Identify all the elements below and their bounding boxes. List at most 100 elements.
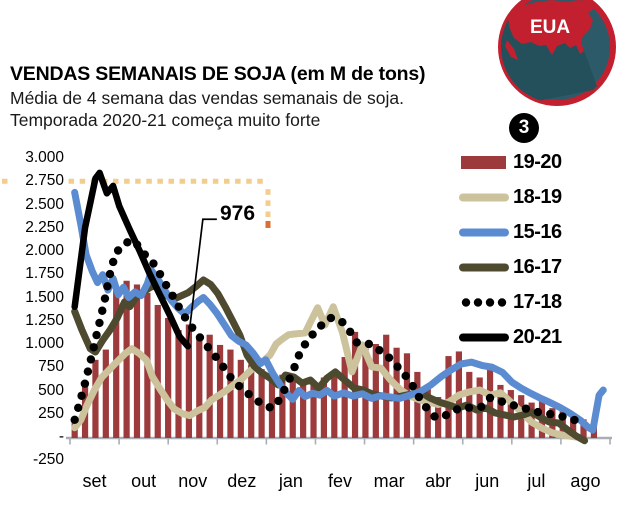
bar-19-20 (196, 338, 203, 438)
bar-19-20 (435, 397, 442, 438)
dot-17-18 (375, 345, 384, 355)
y-axis-label: 2.500 (12, 195, 64, 214)
bar-19-20 (216, 344, 224, 438)
y-axis-label: 2.000 (12, 242, 64, 260)
bar-19-20 (289, 377, 296, 438)
bar-19-20 (486, 370, 494, 438)
x-axis-label-jul: jul (527, 471, 546, 491)
annotation-976: 976 (220, 202, 256, 225)
bar-19-20 (424, 384, 431, 438)
legend-label-19-20: 19-20 (513, 151, 562, 173)
dot-17-18 (140, 250, 150, 259)
dot-17-18 (308, 330, 317, 339)
dot-17-18 (477, 402, 486, 412)
dot-17-18 (558, 412, 567, 421)
dot-17-18 (316, 321, 326, 330)
dot-17-18 (105, 269, 115, 279)
bar-19-20 (81, 384, 89, 438)
legend-label-18-19: 18-19 (513, 186, 562, 208)
dot-17-18 (188, 323, 197, 332)
bar-19-20 (580, 419, 587, 438)
dot-17-18 (254, 397, 263, 406)
x-axis-label-set: set (82, 471, 107, 491)
x-axis-label-ago: ago (570, 471, 601, 491)
annotation-callout-line (187, 218, 217, 344)
dot-17-18 (161, 280, 171, 290)
bar-19-20 (570, 414, 577, 438)
y-axis-label: 1.750 (12, 265, 64, 284)
legend-swatch-line (459, 263, 509, 272)
dot-17-18 (546, 409, 555, 419)
dot-17-18 (280, 385, 289, 395)
dot-17-18 (421, 403, 431, 412)
dot-17-18 (290, 362, 299, 372)
x-axis-label-abr: abr (425, 471, 452, 491)
y-axis-label: 250 (12, 404, 64, 423)
bar-19-20 (507, 390, 514, 438)
bar-19-20 (227, 349, 234, 438)
legend-label-16-17: 16-17 (513, 256, 562, 278)
dot-17-18 (98, 306, 107, 315)
bar-19-20 (268, 371, 276, 438)
subtitle-line-2: Temporada 2020-21 começa muito forte (10, 110, 321, 130)
bar-19-20 (310, 381, 317, 438)
dot-17-18 (521, 404, 531, 413)
usa-map-icon (508, 0, 594, 55)
dot-17-18 (485, 393, 495, 403)
dot-17-18 (219, 362, 228, 372)
bar-19-20 (123, 280, 130, 438)
dot-17-18 (509, 401, 519, 410)
dot-17-18 (103, 282, 112, 291)
legend-swatch-dotted (461, 298, 507, 307)
bar-19-20 (528, 402, 535, 438)
dot-17-18 (83, 367, 93, 376)
line-20-21 (71, 169, 192, 350)
dot-17-18 (211, 352, 220, 362)
dot-17-18 (203, 342, 213, 352)
dot-17-18 (80, 379, 90, 388)
dot-17-18 (464, 403, 474, 412)
bar-19-20 (113, 288, 120, 438)
y-axis-label: 750 (12, 358, 64, 377)
dot-17-18 (149, 259, 158, 268)
bar-19-20 (538, 399, 546, 438)
legend-label-17-18: 17-18 (513, 291, 562, 313)
bar-19-20 (466, 371, 473, 438)
bar-19-20 (393, 347, 400, 438)
dot-17-18 (95, 318, 104, 328)
dot-17-18 (123, 238, 132, 247)
dot-17-18 (86, 355, 96, 364)
dot-17-18 (408, 381, 417, 391)
bar-19-20 (518, 395, 525, 438)
bar-19-20 (71, 423, 78, 438)
bar-19-20 (497, 384, 504, 438)
dot-17-18 (155, 269, 165, 279)
legend-item-19-20: 19-20 (458, 151, 562, 173)
dot-17-18 (174, 302, 183, 311)
x-axis-label-jan: jan (278, 471, 303, 491)
bar-19-20 (248, 364, 255, 438)
dot-17-18 (497, 397, 507, 406)
legend-swatch-line (459, 228, 509, 237)
dot-17-18 (294, 351, 304, 360)
bar-19-20 (455, 351, 463, 438)
dot-17-18 (70, 415, 79, 424)
dot-17-18 (195, 333, 205, 342)
y-axis-label: 3.000 (12, 149, 64, 167)
legend-item-15-16: 15-16 (458, 221, 562, 243)
bar-19-20 (351, 331, 359, 438)
x-axis-label-mar: mar (373, 471, 405, 491)
bar-19-20 (144, 292, 151, 438)
dot-17-18 (285, 374, 294, 383)
dot-17-18 (274, 396, 283, 406)
dot-17-18 (352, 338, 361, 347)
y-axis-label: - (12, 428, 64, 446)
bar-19-20 (185, 324, 193, 438)
bar-19-20 (206, 334, 213, 438)
chart-legend: 19-20 18-19 15-16 16-17 17-18 20-21 (458, 151, 562, 348)
legend-item-18-19: 18-19 (458, 186, 562, 208)
dot-17-18 (180, 313, 190, 322)
bar-19-20 (445, 356, 452, 438)
subtitle-line-1: Média de 4 semana das vendas semanais de… (10, 88, 404, 108)
